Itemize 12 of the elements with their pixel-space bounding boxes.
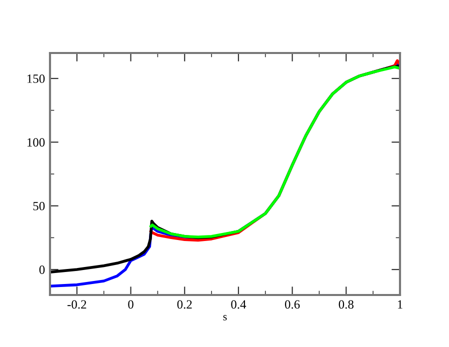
- y-tick-label: 50: [33, 202, 45, 210]
- x-tick-label: 0: [128, 300, 134, 309]
- x-tick-label: 0.6: [284, 300, 300, 309]
- x-tick-label: -0.2: [67, 300, 86, 309]
- x-tick-label: 0.8: [338, 300, 354, 309]
- x-tick-label: 1: [398, 300, 402, 309]
- y-tick-label: 0: [39, 266, 45, 274]
- y-tick-label: 150: [27, 74, 45, 83]
- x-tick-label: 0.4: [231, 300, 246, 309]
- x-axis-title: s: [223, 315, 227, 320]
- x-tick-label: 0.2: [177, 300, 192, 309]
- y-tick-label: 100: [27, 138, 45, 147]
